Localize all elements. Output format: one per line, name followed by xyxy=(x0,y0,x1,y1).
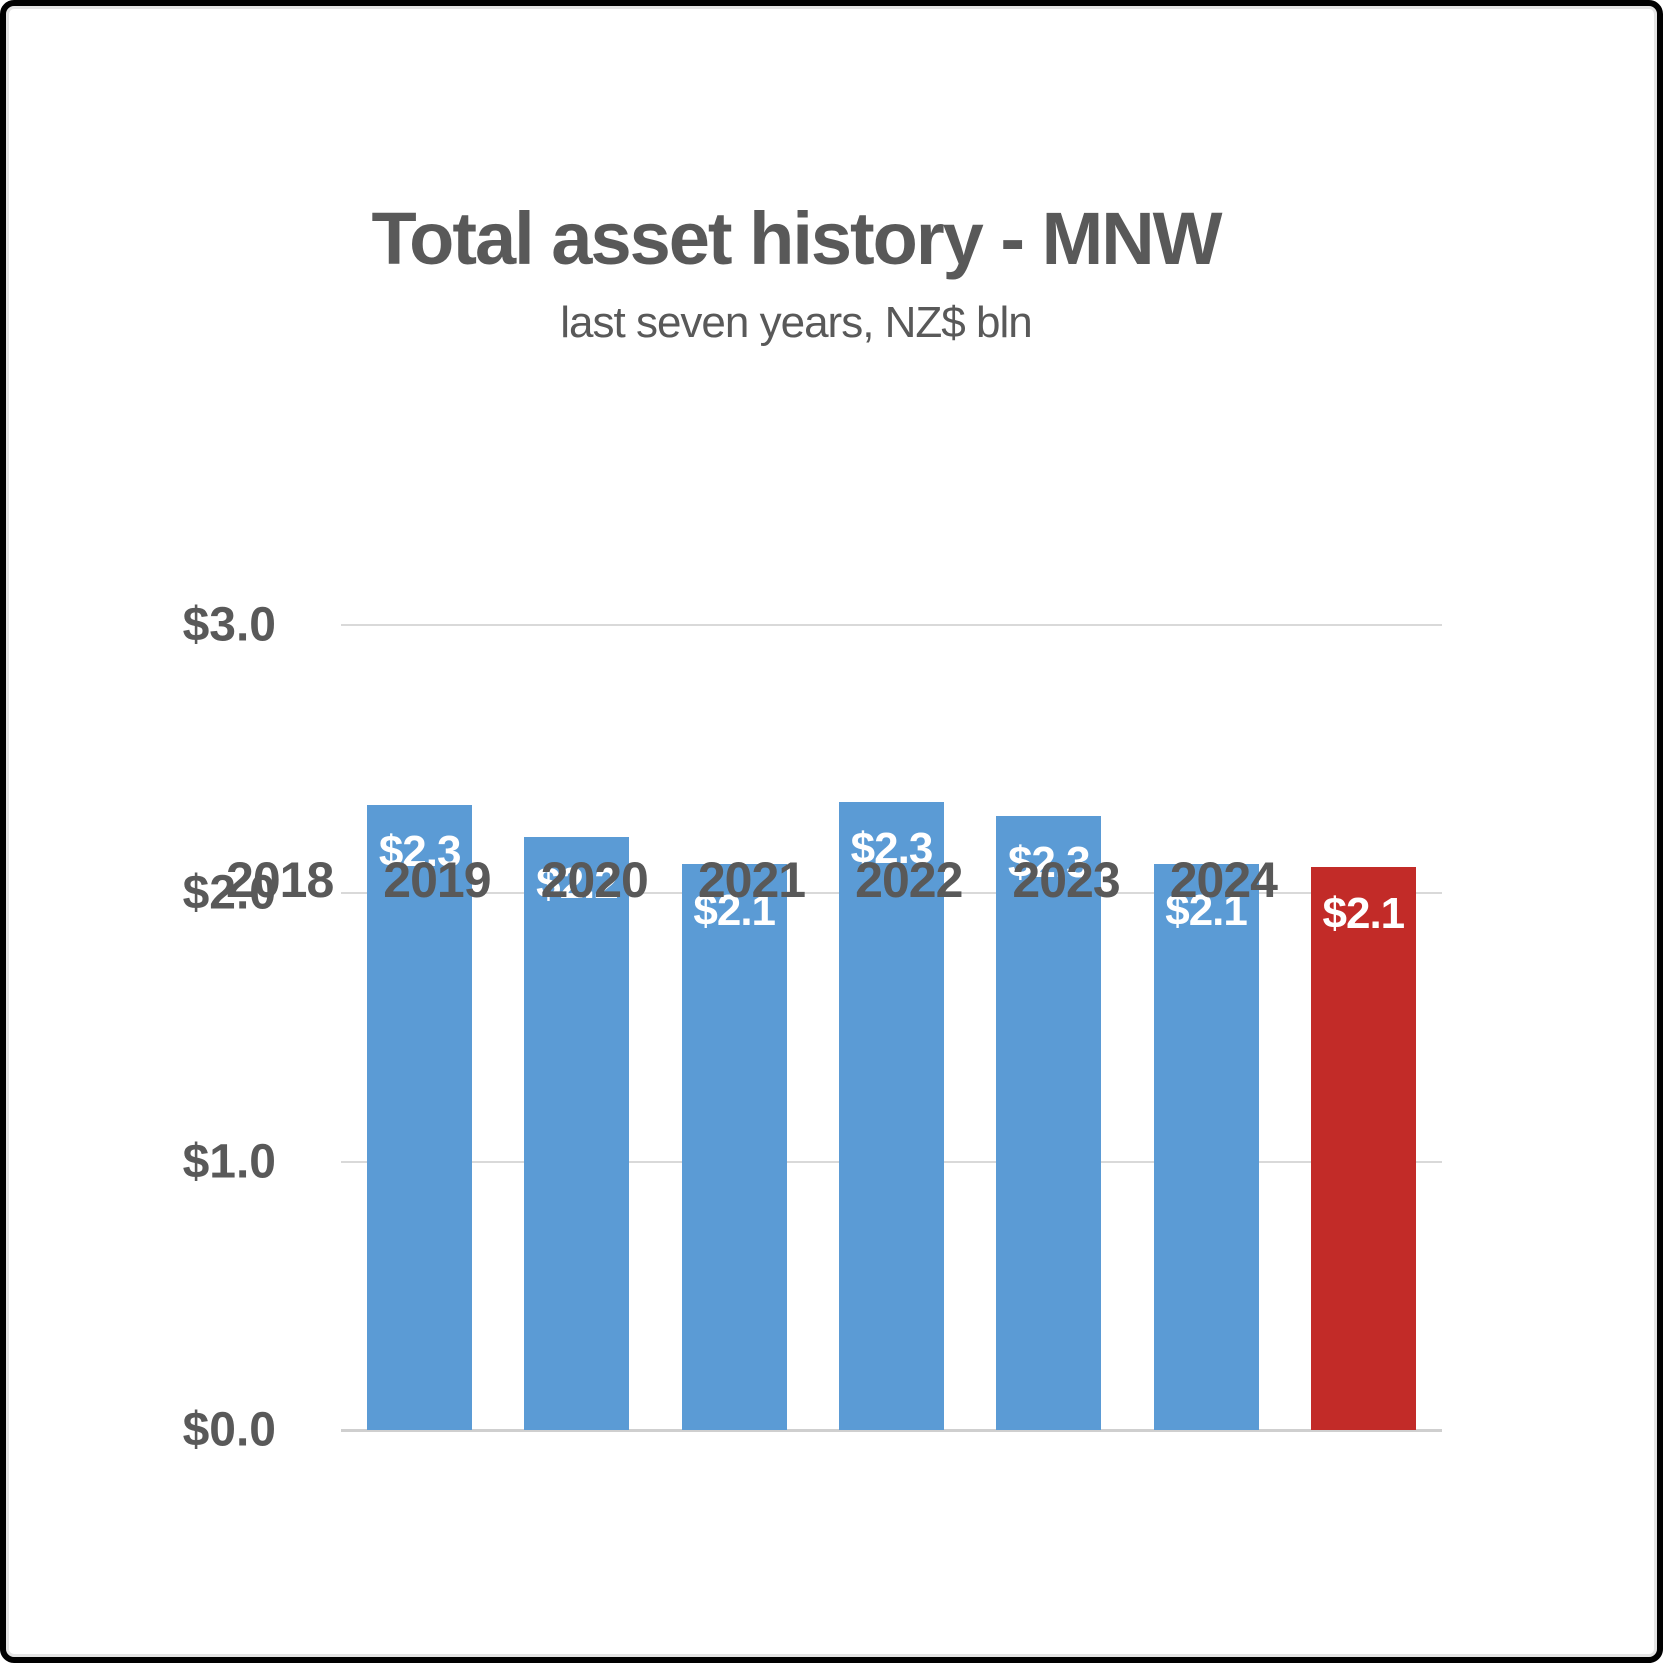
bar-2021: $2.3 xyxy=(838,802,944,1430)
bar-slot-2021: $2.3 xyxy=(813,625,970,1430)
bar-series: $2.3 $2.2 $2.1 $2.3 $2.3 $2.1 $2.1 xyxy=(341,625,1442,1430)
chart-header: Total asset history - MNW last seven yea… xyxy=(146,197,1446,350)
y-tick-label: $3.0 xyxy=(182,598,276,652)
bar-2019: $2.2 xyxy=(524,836,630,1430)
bar-2020: $2.1 xyxy=(681,863,787,1430)
chart-subtitle: last seven years, NZ$ bln xyxy=(560,297,1032,347)
x-tick-label-2022: 2022 xyxy=(855,852,963,908)
bar-value-label: $2.1 xyxy=(1322,888,1406,938)
gridline-3.0 xyxy=(341,624,1442,626)
plot-wrap: $3.0 $2.0 $1.0 $0.0 $2.3 $2.2 $2.1 $2.3 $2.3 $2.… xyxy=(146,599,1442,1457)
x-tick-label-2019: 2019 xyxy=(383,852,491,908)
bar-2022: $2.3 xyxy=(996,815,1102,1430)
bar-slot-2023: $2.1 xyxy=(1127,625,1284,1430)
bar-value-label: $2.1 xyxy=(693,885,776,935)
bar-slot-2022: $2.3 xyxy=(970,625,1127,1430)
x-tick-label-2021: 2021 xyxy=(697,852,806,908)
bar-2023: $2.1 xyxy=(1153,863,1259,1430)
bar-value-label: $2.3 xyxy=(1007,837,1091,887)
y-tick-label: $1.0 xyxy=(182,1135,276,1189)
bar-value-label: $2.1 xyxy=(1165,885,1248,935)
bar-slot-2019: $2.2 xyxy=(498,625,655,1430)
bar-2018: $2.3 xyxy=(367,804,473,1430)
bar-slot-2018: $2.3 xyxy=(341,625,498,1430)
x-axis: 2018 2019 2020 2021 2022 2023 2024 xyxy=(201,851,1302,909)
chart-title: Total asset history - MNW xyxy=(371,197,1222,280)
x-tick-label-2020: 2020 xyxy=(540,852,649,908)
bar-slot-2024: $2.1 xyxy=(1285,625,1442,1430)
bar-value-label: $2.3 xyxy=(850,824,934,874)
x-tick-label-2023: 2023 xyxy=(1012,852,1120,908)
gridline-0.0 xyxy=(341,1429,1442,1432)
bar-value-label: $2.3 xyxy=(378,826,462,876)
bar-slot-2020: $2.1 xyxy=(656,625,813,1430)
x-tick-label-2018: 2018 xyxy=(226,852,334,908)
y-tick-label: $2.0 xyxy=(182,866,276,920)
bar-value-label: $2.2 xyxy=(536,858,619,908)
bar-2024: $2.1 xyxy=(1310,866,1416,1430)
x-tick-label-2024: 2024 xyxy=(1169,852,1278,908)
y-axis: $3.0 $2.0 $1.0 $0.0 xyxy=(146,599,276,1457)
y-tick-label: $0.0 xyxy=(182,1403,276,1457)
plot-area: $2.3 $2.2 $2.1 $2.3 $2.3 $2.1 $2.1 xyxy=(341,624,1442,1432)
